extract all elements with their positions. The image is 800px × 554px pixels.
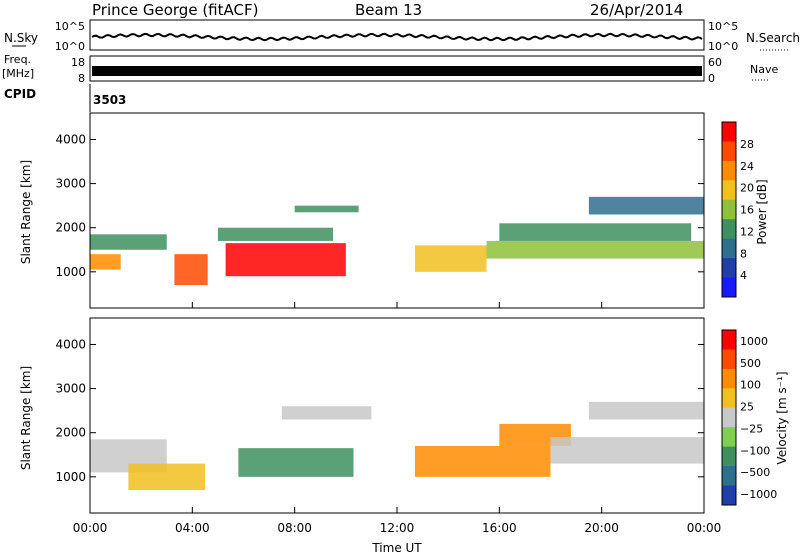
power-band-1 [90, 234, 167, 250]
power-band-2 [174, 254, 208, 286]
velocity-band-4 [414, 445, 551, 477]
freq-tick-lo: 8 [78, 72, 85, 85]
velocity-band-2 [238, 448, 354, 477]
velocity-cbar-tick-5: −100 [740, 444, 770, 457]
power-cbar-swatch-4 [722, 199, 736, 220]
cpid-label: CPID [4, 87, 36, 101]
power-ytick-label-3: 4000 [55, 132, 86, 146]
power-ylabel: Slant Range [km] [19, 160, 33, 264]
velocity-cbar-swatch-4 [722, 407, 736, 428]
station-title: Prince George (fitACF) [92, 1, 258, 19]
velocity-cbar-swatch-7 [722, 466, 736, 487]
velocity-band-3 [281, 406, 372, 420]
date-title: 26/Apr/2014 [590, 1, 683, 19]
velocity-ytick-label-2: 3000 [55, 382, 86, 396]
xtick-label-1: 04:00 [175, 521, 210, 535]
power-cbar-swatch-5 [722, 219, 736, 240]
power-cbar-tick-1: 8 [740, 247, 747, 260]
velocity-band-1 [128, 463, 206, 491]
nsky-label: N.Sky [4, 31, 38, 45]
power-cbar-swatch-1 [722, 141, 736, 162]
freq-label-1: Freq. [4, 53, 31, 66]
velocity-cbar-tick-4: −25 [740, 422, 763, 435]
nave-bar [92, 66, 702, 76]
power-cbar-swatch-2 [722, 160, 736, 181]
velocity-colorbar-label: Velocity [m s⁻¹] [775, 371, 789, 464]
cpid-value: 3503 [93, 93, 126, 107]
velocity-colorbar: Velocity [m s⁻¹] 1000 500 100 25 −25 −100 −500… [721, 329, 789, 506]
power-ytick-label-1: 2000 [55, 221, 86, 235]
power-band-6 [414, 245, 487, 272]
xtick-label-5: 20:00 [584, 521, 619, 535]
power-ytick-label-2: 3000 [55, 177, 86, 191]
nsearch-label: N.Search [746, 31, 800, 45]
power-band-7 [486, 240, 704, 259]
nsky-tick-lo: 10^0 [55, 40, 85, 53]
nave-label: Nave [750, 63, 778, 76]
power-band-9 [588, 196, 704, 215]
freq-strip: Freq. [MHz] 18 8 60 0 Nave [2, 53, 778, 85]
power-cbar-tick-3: 16 [740, 204, 754, 217]
velocity-cbar-tick-1: 500 [740, 357, 761, 370]
xtick-label-3: 12:00 [380, 521, 415, 535]
xtick-label-0: 00:00 [73, 521, 108, 535]
power-cbar-tick-6: 28 [740, 138, 754, 151]
freq-tick-hi: 18 [71, 56, 85, 69]
power-cbar-tick-5: 24 [740, 160, 754, 173]
nsky-strip: N.Sky 10^5 10^0 10^5 10^0 N.Search [4, 19, 800, 53]
xtick-label-4: 16:00 [482, 521, 517, 535]
velocity-cbar-swatch-8 [722, 485, 736, 506]
power-band-5 [294, 205, 359, 213]
velocity-panel: 1000 2000 3000 4000 Slant Range [km] 00:00 0… [19, 302, 721, 554]
power-cbar-swatch-3 [722, 180, 736, 201]
velocity-cbar-tick-3: 25 [740, 401, 754, 414]
velocity-cbar-tick-2: 100 [740, 379, 761, 392]
power-cbar-tick-4: 20 [740, 182, 754, 195]
power-cbar-swatch-8 [722, 277, 736, 298]
velocity-band-6 [550, 437, 704, 464]
velocity-cbar-tick-7: −1000 [740, 488, 777, 501]
power-cbar-swatch-0 [722, 122, 736, 142]
freq-label-2: [MHz] [2, 67, 34, 80]
power-cbar-tick-0: 4 [740, 269, 747, 282]
power-colorbar: Power [dB] 4 8 12 16 20 24 28 [721, 121, 769, 298]
velocity-ytick-label-0: 1000 [55, 470, 86, 484]
power-band-3 [225, 243, 346, 277]
power-panel: 1000 2000 3000 4000 Slant Range [km] [19, 112, 705, 309]
power-cbar-swatch-6 [722, 238, 736, 259]
power-band-0 [90, 254, 121, 270]
nsky-tick-hi: 10^5 [55, 20, 85, 33]
velocity-ylabel: Slant Range [km] [19, 366, 33, 470]
nsky-trace [91, 32, 703, 42]
velocity-band-7 [588, 401, 704, 420]
velocity-cbar-swatch-5 [722, 427, 736, 448]
velocity-cbar-swatch-2 [722, 368, 736, 389]
velocity-cbar-tick-6: −500 [740, 466, 770, 479]
nave-tick-lo: 0 [708, 72, 715, 85]
power-cbar-swatch-7 [722, 258, 736, 279]
beam-title: Beam 13 [355, 1, 422, 19]
nsearch-tick-hi: 10^5 [708, 20, 738, 33]
x-axis-label: Time UT [371, 541, 422, 554]
nsearch-tick-lo: 10^0 [708, 40, 738, 53]
power-cbar-tick-2: 12 [740, 225, 754, 238]
velocity-cbar-swatch-3 [722, 388, 736, 409]
power-ytick-label-0: 1000 [55, 265, 86, 279]
xtick-label-6: 00:00 [687, 521, 722, 535]
power-band-4 [217, 227, 334, 241]
xtick-label-2: 08:00 [277, 521, 312, 535]
power-colorbar-label: Power [dB] [755, 179, 769, 244]
velocity-ytick-label-3: 4000 [55, 337, 86, 351]
velocity-cbar-swatch-0 [722, 330, 736, 350]
velocity-cbar-tick-0: 1000 [740, 335, 768, 348]
velocity-cbar-swatch-1 [722, 349, 736, 370]
velocity-ytick-label-1: 2000 [55, 426, 86, 440]
power-band-8 [499, 223, 692, 241]
velocity-cbar-swatch-6 [722, 446, 736, 467]
nave-tick-hi: 60 [708, 56, 722, 69]
